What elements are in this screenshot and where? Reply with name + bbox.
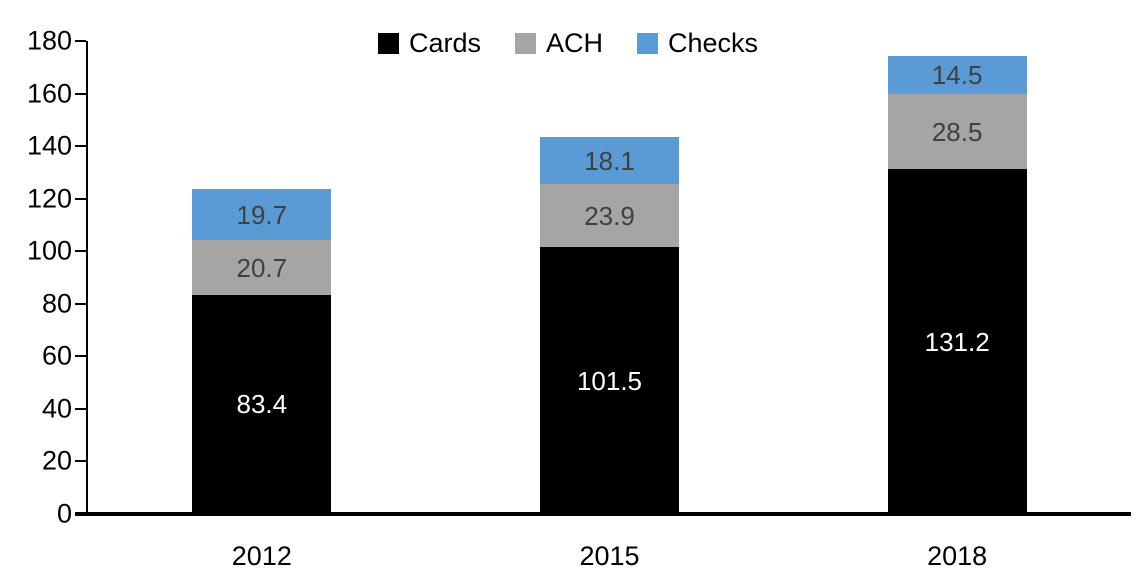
bar-segment-cards-2012: 83.4: [192, 294, 332, 514]
legend-item-ach: ACH: [514, 28, 603, 58]
chart-legend: Cards ACH Checks: [0, 30, 1136, 57]
bar-segment-checks-2015: 18.1: [540, 136, 679, 185]
legend-swatch-ach: [514, 33, 536, 54]
y-axis-tick-label: 0: [56, 498, 72, 529]
y-axis-tick: [75, 250, 86, 253]
bar-segment-ach-2012: 20.7: [192, 240, 332, 295]
bar-value-label: 14.5: [931, 60, 983, 91]
bar-segment-cards-2018: 131.2: [887, 169, 1027, 514]
bar-value-label: 28.5: [931, 116, 983, 147]
y-axis-tick-label: 40: [41, 393, 72, 424]
y-axis-tick: [75, 145, 86, 148]
y-axis-tick-label: 180: [26, 25, 72, 56]
y-axis-tick: [75, 302, 86, 305]
bar-segment-checks-2012: 19.7: [192, 188, 332, 241]
bar-segment-cards-2015: 101.5: [540, 247, 679, 514]
legend-label: ACH: [545, 28, 603, 58]
bar-value-label: 101.5: [576, 365, 643, 396]
y-axis-tick: [75, 355, 86, 358]
y-axis-tick: [75, 197, 86, 200]
bar-value-label: 20.7: [236, 252, 288, 283]
y-axis-tick-label: 100: [26, 235, 72, 266]
x-axis-category-label: 2018: [927, 541, 988, 571]
legend-item-cards: Cards: [377, 28, 481, 58]
bar-segment-checks-2018: 14.5: [887, 56, 1027, 95]
y-axis-tick-label: 20: [41, 445, 72, 476]
y-axis-tick-label: 140: [26, 130, 72, 161]
y-axis-tick: [75, 40, 86, 42]
y-axis-tick: [75, 407, 86, 410]
y-axis-tick-label: 120: [26, 183, 72, 214]
y-axis-tick-label: 80: [41, 288, 72, 319]
y-axis-tick-label: 60: [41, 340, 72, 371]
bar-value-label: 18.1: [584, 145, 635, 176]
bar-value-label: 83.4: [236, 389, 288, 420]
x-axis-category-label: 2015: [579, 541, 640, 571]
bar-value-label: 131.2: [924, 326, 990, 357]
y-axis-tick: [75, 460, 86, 463]
bar-segment-ach-2015: 23.9: [540, 184, 679, 248]
y-axis-line: [86, 41, 88, 514]
legend-label: Checks: [668, 28, 759, 58]
x-axis-line: [75, 512, 1131, 516]
y-axis-tick: [75, 92, 86, 95]
x-axis-category-label: 2012: [231, 541, 292, 571]
bar-value-label: 19.7: [236, 199, 288, 230]
y-axis-tick-label: 160: [26, 78, 72, 109]
legend-swatch-cards: [377, 33, 399, 54]
bar-segment-ach-2018: 28.5: [887, 94, 1027, 170]
legend-swatch-checks: [637, 33, 658, 54]
bar-value-label: 23.9: [584, 200, 635, 231]
legend-item-checks: Checks: [637, 30, 758, 57]
legend-label: Cards: [408, 28, 481, 58]
